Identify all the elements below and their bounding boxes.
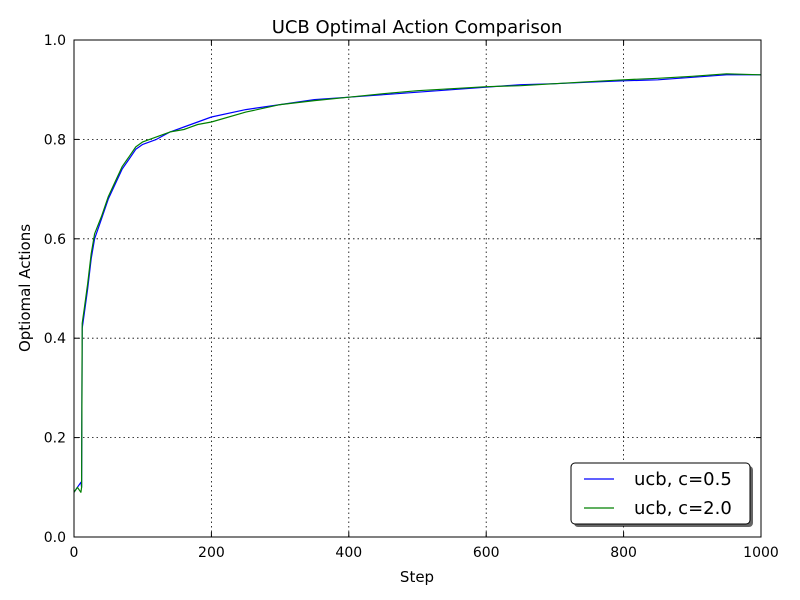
y-tick-label: 1.0 xyxy=(44,33,66,49)
chart-title: UCB Optimal Action Comparison xyxy=(272,17,563,38)
grid xyxy=(74,40,761,537)
x-axis-label: Step xyxy=(400,568,434,586)
y-axis-label: Optiomal Actions xyxy=(16,224,34,352)
y-tick-label: 0.4 xyxy=(44,331,66,347)
series-line-ucb-c-2-0 xyxy=(73,73,762,493)
legend-label-ucb-c2.0: ucb, c=2.0 xyxy=(634,498,732,519)
axis-ticks: 0 200 400 600 800 1000 0.0 0.2 0.4 0.6 0.8 1.0 xyxy=(44,33,779,561)
series-lines xyxy=(73,73,762,493)
x-tick-label: 200 xyxy=(198,545,225,561)
series-line-ucb-c-0-5 xyxy=(73,74,761,493)
plot-area xyxy=(73,39,762,538)
x-tick-label: 0 xyxy=(70,545,79,561)
legend: ucb, c=0.5 ucb, c=2.0 xyxy=(570,462,753,527)
legend-label-ucb-c0.5: ucb, c=0.5 xyxy=(634,469,732,490)
x-tick-label: 600 xyxy=(473,545,500,561)
y-tick-label: 0.8 xyxy=(44,132,66,148)
x-tick-label: 400 xyxy=(335,545,362,561)
y-tick-label: 0.0 xyxy=(44,530,66,546)
y-tick-label: 0.2 xyxy=(44,431,66,447)
x-tick-label: 800 xyxy=(610,545,637,561)
legend-box xyxy=(570,462,751,525)
y-tick-label: 0.6 xyxy=(44,232,66,248)
x-tick-label: 1000 xyxy=(743,545,779,561)
